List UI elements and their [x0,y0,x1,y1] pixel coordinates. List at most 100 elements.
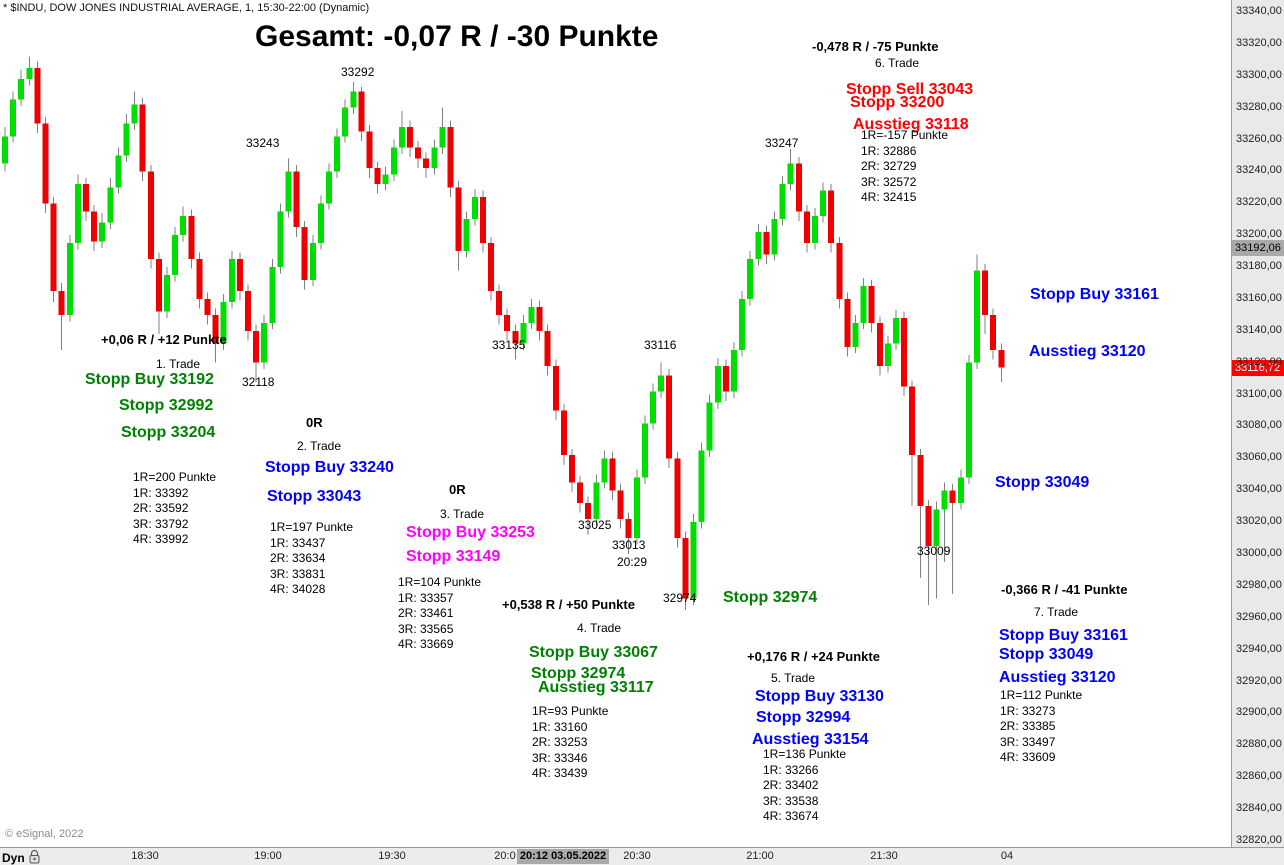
trade7-result: -0,366 R / -41 Punkte [1001,582,1128,597]
candle-up [731,349,737,392]
time-axis[interactable]: Dyn 20:12 03.05.2022 18:30 19:00 19:30 20:0… [0,847,1284,865]
candle-down [544,330,551,366]
trade7-stopp: Stopp 33049 [999,646,1094,663]
candle-down [188,216,195,260]
trade3-risk-block: 1R=104 Punkte 1R: 33357 2R: 33461 3R: 33… [398,575,482,652]
candle-up [2,136,8,164]
candle-up [390,147,397,175]
candle-up [439,126,446,148]
candle-up [220,302,227,344]
trade7-label: 7. Trade [1034,605,1079,619]
candle-down [447,126,454,188]
price-axis-label: 33020,00 [1236,515,1282,528]
trade6-stopp: Stopp 33200 [850,94,945,111]
candle-up [131,104,138,124]
trade5-ausstieg: Ausstieg 33154 [752,731,869,748]
trade5-result: +0,176 R / +24 Punkte [747,649,880,664]
candle-up [852,322,859,347]
candle-down [682,538,689,599]
candle-down [479,196,486,244]
trade1-result: +0,06 R / +12 Punkte [101,332,227,347]
price-axis-label: 32940,00 [1236,642,1282,655]
candle-up [99,222,106,242]
candle-down [666,375,673,459]
price-axis-label: 33220,00 [1236,196,1282,209]
candle-down [58,290,65,315]
price-axis-label: 33080,00 [1236,419,1282,432]
candle-down [50,203,57,291]
candle-down [828,190,835,244]
candle-down [569,455,575,483]
candle-up [893,318,899,344]
price-axis-label: 33120,00 [1236,355,1282,368]
candle-up [18,78,25,100]
candle-down [415,147,422,159]
time-axis-label: 19:30 [378,850,406,862]
time-axis-label: 18:30 [131,850,159,862]
price-axis-label: 32980,00 [1236,578,1282,591]
cursor-datetime-box: 20:12 03.05.2022 [517,849,609,864]
candle-up [123,123,130,156]
candle-down [625,518,632,539]
candle-up [431,147,438,169]
candle-up [317,203,324,244]
candle-down [949,490,956,504]
chart-area[interactable]: +0,06 R / +12 Punkte 1. Trade Stopp Buy 33… [0,0,1231,847]
candle-down [42,123,49,204]
candle-up [382,174,389,185]
candle-up [593,482,600,519]
price-axis-label: 33260,00 [1236,132,1282,145]
price-axis-label: 33040,00 [1236,483,1282,496]
candle-down [253,330,260,363]
trade4-stopp-buy: Stopp Buy 33067 [529,644,658,661]
price-axis-label: 33200,00 [1236,228,1282,241]
candle-up [698,450,705,523]
candle-up [172,235,179,276]
candle-up [228,259,235,303]
candle-up [820,190,827,217]
copyright-label: © eSignal, 2022 [5,828,84,840]
price-axis-label: 32960,00 [1236,610,1282,623]
dyn-button[interactable]: Dyn [2,849,41,865]
trade4-ausstieg: Ausstieg 33117 [538,679,654,696]
trade6-result: -0,478 R / -75 Punkte [812,39,939,54]
candle-up [812,216,818,244]
candle-up [771,219,778,255]
swing-33243: 33243 [246,136,280,150]
price-axis-label: 32820,00 [1236,833,1282,846]
price-marker-tag: 33192,06 [1232,239,1284,256]
candle-down [512,330,519,344]
candle-down [83,184,89,212]
candle-up [957,477,964,504]
price-axis-label: 32860,00 [1236,770,1282,783]
candle-down [236,259,243,291]
trade5-risk-block: 1R=136 Punkte 1R: 33266 2R: 33402 3R: 33… [763,747,847,824]
trade4-risk-block: 1R=93 Punkte 1R: 33160 2R: 33253 3R: 333… [532,704,609,781]
price-axis-label: 33000,00 [1236,547,1282,560]
dyn-label: Dyn [2,851,25,865]
trade6-ausstieg: Ausstieg 33118 [853,116,969,133]
time-axis-label: 20:30 [623,850,651,862]
candle-down [803,211,810,244]
trade7-ausstieg: Ausstieg 33120 [999,669,1116,686]
trade5-stopp-buy: Stopp Buy 33130 [755,688,884,705]
price-axis-label: 33100,00 [1236,387,1282,400]
candle-down [560,410,567,456]
candle-up [884,343,891,366]
time-axis-label: 04 [1000,850,1014,862]
candle-up [690,522,697,599]
candle-down [836,243,843,299]
candle-down [204,298,211,315]
candle-down [455,187,462,252]
candle-down [423,158,430,169]
candle-down [909,386,916,456]
candle-down [917,455,924,507]
trade3-stopp-buy: Stopp Buy 33253 [406,524,535,541]
symbol-title: * $INDU, DOW JONES INDUSTRIAL AVERAGE, 1… [3,2,370,14]
trade5-label: 5. Trade [771,671,816,685]
float-stopp-32974: Stopp 32974 [723,589,818,606]
float-ausstieg-33120: Ausstieg 33120 [1029,343,1146,360]
swing-33025: 33025 [578,518,612,532]
swing-time-2029: 20:29 [617,555,648,569]
price-axis[interactable]: 33192,06 33116,72 33340,00 33320,00 33300,… [1231,0,1284,847]
